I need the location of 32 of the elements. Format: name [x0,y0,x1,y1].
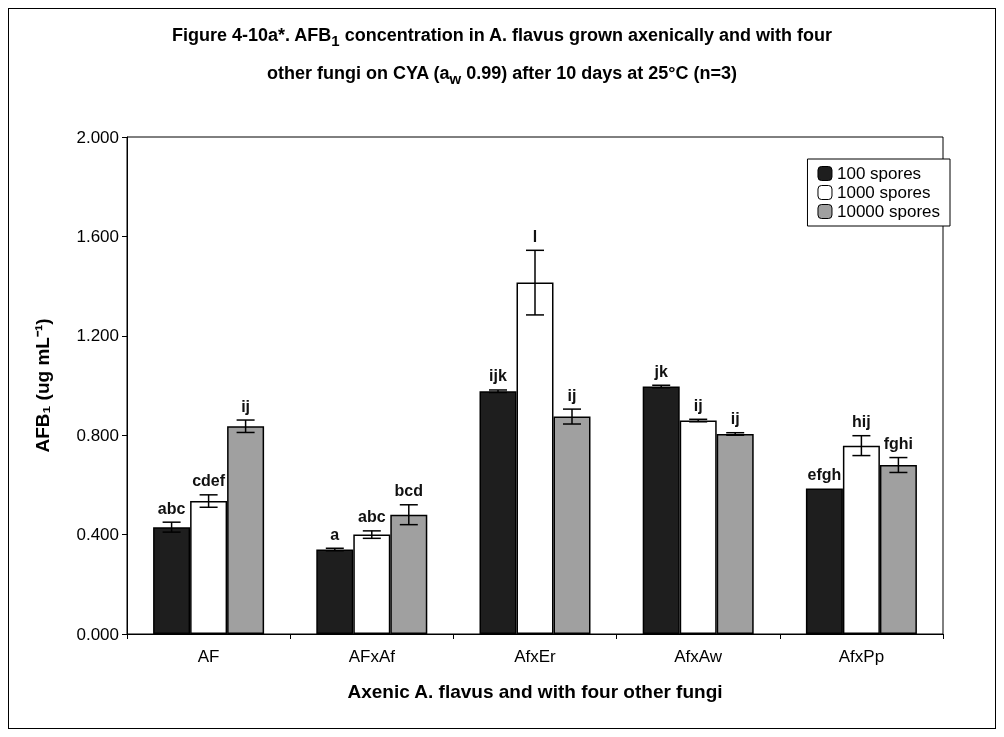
data-label: abc [358,508,386,526]
x-tick-label: AFxAf [348,647,396,666]
y-axis-title: AFB₁ (ug mL⁻¹) [32,318,53,453]
data-label: fghi [883,435,914,453]
legend-label: 100 spores [836,164,922,183]
y-tick-label: 1.200 [76,326,119,346]
data-label: jk [653,362,668,380]
y-tick-label: 2.000 [76,127,119,147]
data-label: ij [567,386,577,404]
legend-label: 10000 spores [836,202,941,221]
data-label: ij [730,410,740,428]
y-tick-label: 0.400 [76,525,119,545]
x-tick-label: AfxPp [838,647,885,666]
legend-label: 1000 spores [836,183,931,202]
data-label: cdef [192,472,226,490]
x-tick-label: AfxEr [514,647,557,666]
data-label: bcd [394,482,424,500]
data-label: a [330,525,340,543]
data-label: efgh [807,465,842,483]
x-tick-label: AF [197,647,220,666]
data-label: l [532,227,538,245]
x-tick-label: AfxAw [674,647,723,666]
data-label: ij [241,397,251,415]
chart-title: Figure 4-10a*. AFB$_{1}$ concentration in A. flavus grown axenically and with four other fungi on CYA (a$_{w}$ 0.99) after 10 days at 25°C (n=3) [170,24,834,89]
data-label: ij [693,396,703,414]
y-tick-label: 1.600 [76,226,119,246]
x-axis-title: Axenic A. flavus and with four other fungi [347,681,723,702]
data-label: abc [157,499,186,517]
y-tick-label: 0.000 [76,624,119,644]
y-tick-label: 0.800 [76,425,119,445]
data-label: hij [852,413,871,431]
data-label: ijk [489,367,507,385]
